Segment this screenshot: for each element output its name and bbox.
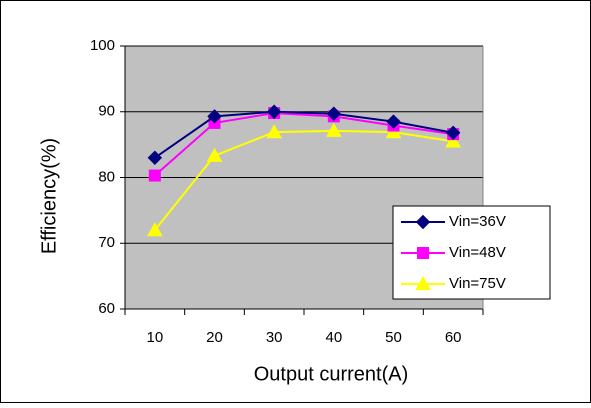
legend: Vin=36V Vin=48V Vin=75V — [392, 205, 551, 300]
y-axis-label: Efficiency(%) — [38, 138, 60, 254]
y-tick-label-4: 100 — [90, 37, 115, 54]
series-2-point-5 — [445, 133, 462, 148]
y-tick-label-3: 90 — [98, 103, 115, 120]
x-axis-label: Output current(A) — [254, 363, 409, 385]
series-0 — [147, 104, 461, 165]
legend-marker-2 — [415, 275, 431, 291]
x-tick-labels: 10 20 30 40 50 60 — [146, 329, 461, 346]
legend-item-1: Vin=48V — [401, 244, 506, 261]
y-tick-labels: 60 70 80 90 100 — [90, 37, 115, 317]
series-2-point-1 — [206, 147, 223, 162]
y-tick-label-0: 60 — [98, 300, 115, 317]
y-tick-label-1: 70 — [98, 234, 115, 251]
series-layer — [146, 104, 462, 237]
legend-item-2: Vin=75V — [401, 275, 506, 292]
series-line-0 — [154, 110, 454, 159]
series-line-1 — [154, 112, 454, 177]
series-2-point-0 — [146, 222, 163, 237]
series-0-point-1 — [207, 109, 222, 124]
series-2-point-2 — [266, 124, 283, 139]
x-tick-label-2: 30 — [266, 329, 283, 346]
legend-label-1: Vin=48V — [449, 244, 506, 261]
series-1-point-0 — [148, 169, 161, 182]
legend-label-2: Vin=75V — [449, 275, 506, 292]
x-tick-label-3: 40 — [325, 329, 342, 346]
legend-label-0: Vin=36V — [449, 213, 506, 230]
x-tick-label-1: 20 — [206, 329, 223, 346]
legend-marker-1 — [417, 247, 429, 259]
y-tick-label-2: 80 — [98, 168, 115, 185]
series-line-2 — [154, 129, 454, 231]
legend-item-0: Vin=36V — [401, 213, 506, 230]
series-0-point-5 — [445, 125, 461, 140]
series-0-point-2 — [266, 104, 282, 119]
series-0-point-3 — [326, 106, 342, 121]
x-tick-label-4: 50 — [385, 329, 402, 346]
series-0-point-4 — [386, 114, 401, 129]
series-0-point-0 — [147, 150, 163, 165]
axis-ticks — [120, 45, 484, 315]
x-tick-label-0: 10 — [146, 329, 163, 346]
series-2-point-3 — [325, 122, 342, 137]
legend-marker-0 — [415, 214, 431, 230]
x-tick-label-5: 60 — [445, 329, 462, 346]
